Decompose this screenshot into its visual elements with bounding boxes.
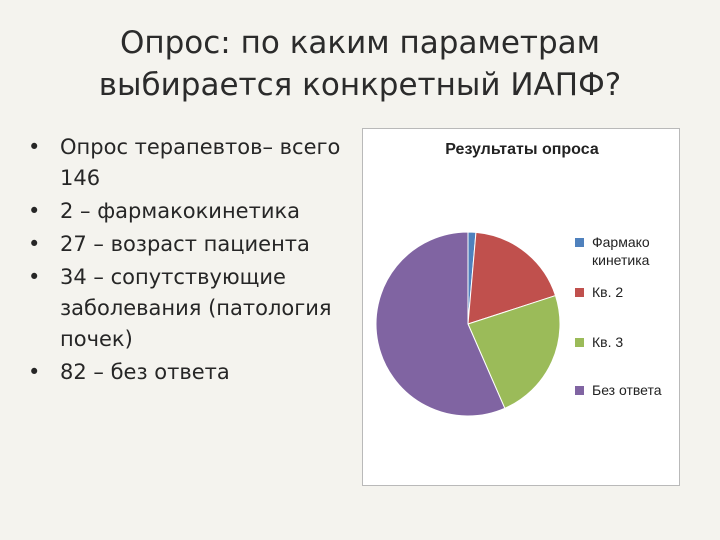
bullet-dot: • [28, 199, 41, 223]
bullet-item: • 27 – возраст пациента [28, 229, 358, 260]
pie-chart-plot [375, 231, 561, 417]
bullet-text: 34 – сопутствующие заболевания (патологи… [60, 265, 332, 351]
legend-label: Кв. 2 [592, 284, 624, 300]
bullet-dot: • [28, 360, 41, 384]
legend-swatch [575, 238, 584, 247]
bullet-item: • 34 – сопутствующие заболевания (патолог… [28, 262, 358, 355]
bullet-item: • Опрос терапевтов– всего 146 [28, 132, 358, 194]
bullet-item: • 82 – без ответа [28, 357, 358, 388]
pie-slice [467, 231, 557, 325]
bullet-text: 2 – фармакокинетика [60, 199, 301, 223]
legend-label: Кв. 3 [592, 334, 624, 350]
bullet-dot: • [28, 265, 41, 289]
bullet-dot: • [28, 135, 41, 159]
pie-slice [467, 294, 561, 409]
legend-swatch [575, 386, 584, 395]
chart-title: Результаты опроса [445, 141, 599, 158]
bullet-dot: • [28, 232, 41, 256]
legend-swatch [575, 288, 584, 297]
legend-swatch [575, 338, 584, 347]
legend-label: Фармако кинетика [592, 234, 650, 268]
bullet-item: • 2 – фармакокинетика [28, 196, 358, 227]
slide-title: Опрос: по каким параметрам выбирается ко… [98, 25, 622, 103]
bullet-text: 27 – возраст пациента [60, 232, 310, 256]
pie-chart: Результаты опроса Фармако кинетика Кв. 2 Кв… [362, 128, 680, 486]
legend-label: Без ответа [592, 382, 662, 398]
pie-slice [375, 231, 506, 417]
bullet-text: Опрос терапевтов– всего 146 [60, 135, 341, 190]
bullet-list: • Опрос терапевтов– всего 146 • 2 – фармак… [28, 132, 358, 390]
bullet-text: 82 – без ответа [60, 360, 230, 384]
